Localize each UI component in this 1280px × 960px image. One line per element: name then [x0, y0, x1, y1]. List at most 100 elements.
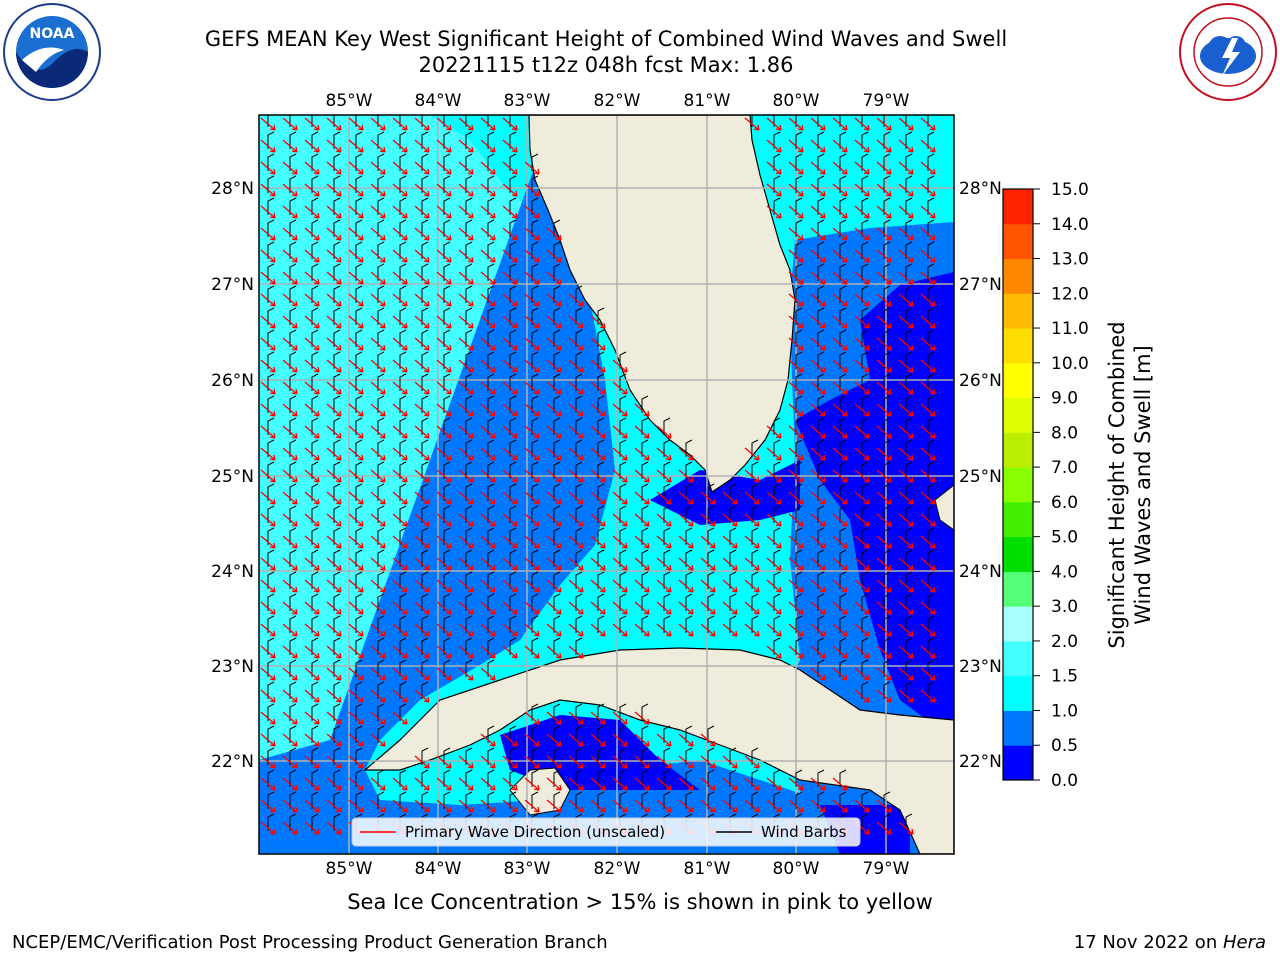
wave-direction-arrow — [612, 777, 628, 791]
wave-direction-arrow — [370, 293, 386, 307]
wind-barb — [509, 725, 517, 743]
wave-direction-arrow — [920, 139, 936, 153]
wind-barb — [509, 549, 517, 567]
wave-direction-arrow — [458, 381, 474, 395]
wind-barb — [641, 527, 649, 545]
wave-direction-arrow — [590, 381, 606, 395]
wind-barb — [377, 417, 385, 435]
wave-direction-arrow — [436, 491, 452, 505]
wave-direction-arrow — [810, 777, 826, 791]
wave-direction-arrow — [876, 689, 892, 703]
wave-direction-arrow — [678, 777, 694, 791]
wave-direction-arrow — [832, 645, 848, 659]
wave-direction-arrow — [634, 579, 650, 593]
wave-direction-arrow — [788, 359, 804, 373]
wind-barb — [839, 505, 847, 523]
wave-direction-arrow — [480, 535, 496, 549]
wave-direction-arrow — [502, 183, 518, 197]
wind-barb — [927, 263, 935, 281]
wave-direction-arrow — [832, 139, 848, 153]
wind-barb — [487, 219, 495, 237]
wave-direction-arrow — [480, 381, 496, 395]
wind-barb — [619, 417, 627, 435]
wind-barb — [355, 153, 363, 171]
wave-direction-arrow — [546, 271, 562, 285]
wave-direction-arrow — [502, 733, 518, 747]
wave-direction-arrow — [898, 227, 914, 241]
wind-barb — [399, 241, 407, 259]
wind-barb — [377, 197, 385, 215]
wind-barb — [443, 219, 451, 237]
wind-barb — [575, 703, 583, 721]
wind-barb — [333, 175, 341, 193]
wind-barb — [883, 197, 891, 215]
wind-barb — [795, 329, 803, 347]
wind-barb — [839, 395, 847, 413]
wind-barb — [575, 769, 583, 787]
wave-direction-arrow — [920, 249, 936, 263]
wave-direction-arrow — [920, 403, 936, 417]
wave-band-0-5 — [259, 115, 954, 854]
wave-direction-arrow — [370, 469, 386, 483]
wind-barb — [509, 115, 511, 127]
wind-barb — [443, 329, 451, 347]
wave-direction-arrow — [326, 777, 342, 791]
wind-barb — [531, 593, 539, 611]
wave-direction-arrow — [876, 205, 892, 219]
wind-barb — [861, 439, 869, 457]
wind-barb — [289, 461, 297, 479]
wind-barb — [817, 373, 825, 391]
wave-direction-arrow — [656, 447, 672, 461]
wind-barb — [773, 439, 781, 457]
wind-barb — [861, 307, 869, 325]
wave-direction-arrow — [370, 227, 386, 241]
wind-barb — [663, 527, 671, 545]
wave-direction-arrow — [766, 117, 782, 131]
wave-direction-arrow — [568, 579, 584, 593]
wave-direction-arrow — [898, 821, 914, 835]
wave-direction-arrow — [832, 491, 848, 505]
wind-barb — [927, 351, 935, 369]
wave-direction-arrow — [524, 403, 540, 417]
wind-barb — [311, 439, 319, 457]
wave-direction-arrow — [304, 689, 320, 703]
wave-direction-arrow — [810, 271, 826, 285]
wind-barb — [509, 769, 517, 787]
wind-barb — [487, 153, 495, 171]
wind-barb — [311, 703, 319, 721]
wave-direction-arrow — [876, 623, 892, 637]
wind-barb — [553, 439, 561, 457]
wind-barb — [289, 241, 297, 259]
wave-direction-arrow — [568, 557, 584, 571]
wave-direction-arrow — [766, 469, 782, 483]
wave-direction-arrow — [722, 535, 738, 549]
wave-direction-arrow — [744, 491, 760, 505]
lat-lon-grid — [259, 115, 954, 854]
wave-direction-arrow — [392, 205, 408, 219]
wind-barb — [311, 351, 319, 369]
wind-barb — [531, 769, 539, 787]
wave-direction-arrow — [898, 623, 914, 637]
wind-barb — [311, 659, 319, 677]
wave-direction-arrow — [370, 249, 386, 263]
wind-barb — [531, 417, 539, 435]
wind-barb — [465, 351, 473, 369]
lon-label-top-3: 83°W — [504, 91, 551, 111]
wave-direction-arrow — [810, 293, 826, 307]
colorbar-tick-label: 10.0 — [1051, 354, 1089, 374]
wave-direction-arrow — [326, 579, 342, 593]
wind-barb — [839, 483, 847, 501]
wind-barb — [795, 527, 803, 545]
wave-direction-arrow — [260, 469, 276, 483]
wave-direction-arrow — [898, 249, 914, 263]
wind-barb — [267, 197, 275, 215]
wind-barb — [487, 417, 495, 435]
wave-direction-arrow — [436, 425, 452, 439]
wind-barb — [795, 549, 803, 567]
wave-direction-arrow — [634, 733, 650, 747]
wave-direction-arrow — [810, 667, 826, 681]
wave-direction-arrow — [832, 337, 848, 351]
wind-barb — [553, 417, 561, 435]
wave-direction-arrow — [304, 271, 320, 285]
wind-barb — [839, 461, 847, 479]
